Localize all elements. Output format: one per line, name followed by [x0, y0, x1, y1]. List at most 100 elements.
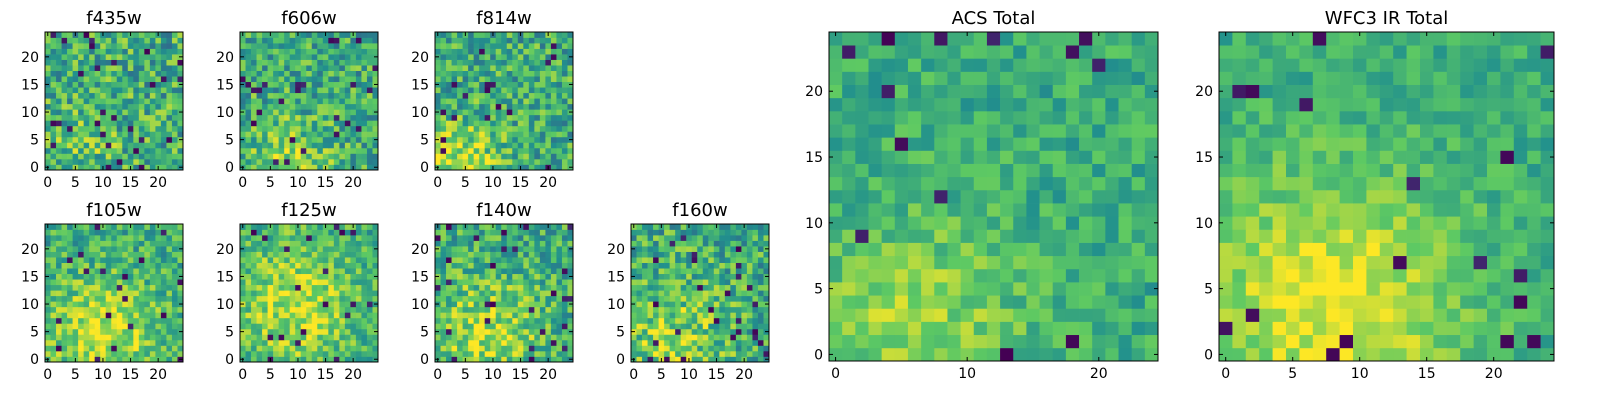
- x-tick-label: 10: [289, 367, 307, 383]
- heatmap-cell: [719, 251, 726, 258]
- heatmap-cell: [322, 273, 329, 280]
- heatmap-cell: [653, 268, 659, 275]
- heatmap-cell: [166, 142, 173, 149]
- x-tick-label: 10: [484, 175, 502, 191]
- heatmap-cell: [1118, 163, 1133, 178]
- heatmap-cell: [300, 284, 307, 291]
- heatmap-cell: [166, 334, 173, 341]
- heatmap-cell: [1118, 216, 1133, 230]
- heatmap-cell: [284, 257, 291, 263]
- heatmap-cell: [763, 350, 770, 357]
- heatmap-cell: [67, 350, 73, 357]
- heatmap-cell: [127, 317, 134, 324]
- heatmap-cell: [495, 262, 502, 269]
- heatmap-cell: [680, 345, 687, 352]
- heatmap-cell: [561, 317, 568, 324]
- heatmap-cell: [127, 59, 134, 66]
- heatmap-cell: [550, 328, 557, 335]
- heatmap-cell: [339, 301, 346, 308]
- heatmap-cell: [462, 246, 469, 252]
- heatmap-cell: [155, 290, 162, 297]
- heatmap-cell: [45, 334, 51, 341]
- heatmap-cell: [306, 240, 313, 247]
- heatmap-cell: [289, 268, 296, 275]
- heatmap-cell: [534, 92, 541, 99]
- heatmap-cell: [451, 328, 458, 335]
- heatmap-cell: [83, 125, 90, 132]
- heatmap-cell: [713, 306, 720, 313]
- heatmap-cell: [122, 76, 129, 83]
- heatmap-cell: [550, 262, 557, 269]
- heatmap-cell: [741, 350, 748, 357]
- heatmap-cell: [1052, 216, 1067, 230]
- heatmap-cell: [144, 59, 151, 66]
- heatmap-cell: [528, 268, 535, 275]
- heatmap-cell: [45, 103, 51, 110]
- heatmap-cell: [344, 98, 351, 105]
- heatmap-cell: [534, 323, 541, 330]
- heatmap-cell: [457, 235, 463, 241]
- heatmap-cell: [484, 92, 491, 99]
- heatmap-cell: [647, 334, 654, 341]
- heatmap-cell: [94, 257, 101, 263]
- heatmap-cell: [435, 43, 441, 49]
- heatmap-cell: [45, 98, 51, 105]
- heatmap-cell: [89, 240, 96, 247]
- heatmap-cell: [523, 109, 530, 116]
- heatmap-cell: [171, 164, 178, 171]
- heatmap-cell: [133, 345, 140, 352]
- heatmap-cell: [462, 136, 469, 143]
- heatmap-cell: [56, 158, 62, 165]
- heatmap-cell: [311, 345, 318, 352]
- heatmap-cell: [116, 158, 123, 165]
- heatmap-cell: [284, 284, 291, 291]
- heatmap-cell: [735, 334, 742, 341]
- heatmap-cell: [89, 109, 96, 116]
- heatmap-cell: [289, 251, 296, 258]
- heatmap-cell: [311, 147, 318, 154]
- heatmap-cell: [435, 158, 441, 165]
- heatmap-cell: [675, 339, 682, 346]
- heatmap-cell: [256, 290, 263, 297]
- heatmap-cell: [300, 43, 307, 49]
- heatmap-cell: [713, 290, 720, 297]
- heatmap-cell: [100, 65, 107, 71]
- heatmap-cell: [67, 306, 73, 313]
- heatmap-cell: [501, 147, 508, 154]
- heatmap-cell: [61, 98, 68, 105]
- heatmap-cell: [550, 65, 557, 71]
- heatmap-cell: [50, 76, 57, 83]
- heatmap-cell: [245, 76, 252, 83]
- heatmap-cell: [61, 356, 68, 363]
- heatmap-cell: [100, 109, 107, 116]
- heatmap-cell: [1131, 176, 1146, 191]
- heatmap-cell: [122, 43, 129, 49]
- heatmap-cell: [322, 328, 329, 335]
- heatmap-cell: [495, 339, 502, 346]
- heatmap-cell: [556, 98, 563, 105]
- heatmap-cell: [653, 240, 659, 247]
- heatmap-cell: [122, 92, 129, 99]
- heatmap-cell: [344, 317, 351, 324]
- heatmap-cell: [256, 59, 263, 66]
- heatmap-cell: [556, 312, 563, 319]
- heatmap-cell: [133, 142, 140, 149]
- heatmap-cell: [67, 246, 73, 252]
- heatmap-cell: [757, 290, 764, 297]
- heatmap-cell: [713, 251, 720, 258]
- heatmap-cell: [642, 251, 648, 258]
- heatmap-cell: [56, 224, 62, 230]
- heatmap-cell: [1065, 321, 1080, 336]
- heatmap-cell: [702, 257, 709, 263]
- heatmap-cell: [451, 323, 458, 330]
- heatmap-cell: [355, 328, 362, 335]
- heatmap-cell: [56, 54, 62, 60]
- heatmap-cell: [344, 43, 351, 49]
- heatmap-cell: [1052, 203, 1067, 217]
- heatmap-cell: [1000, 242, 1014, 257]
- heatmap-cell: [691, 312, 698, 319]
- heatmap-cell: [171, 229, 178, 236]
- heatmap-cell: [61, 164, 68, 171]
- heatmap-cell: [328, 114, 335, 121]
- heatmap-cell: [484, 268, 491, 275]
